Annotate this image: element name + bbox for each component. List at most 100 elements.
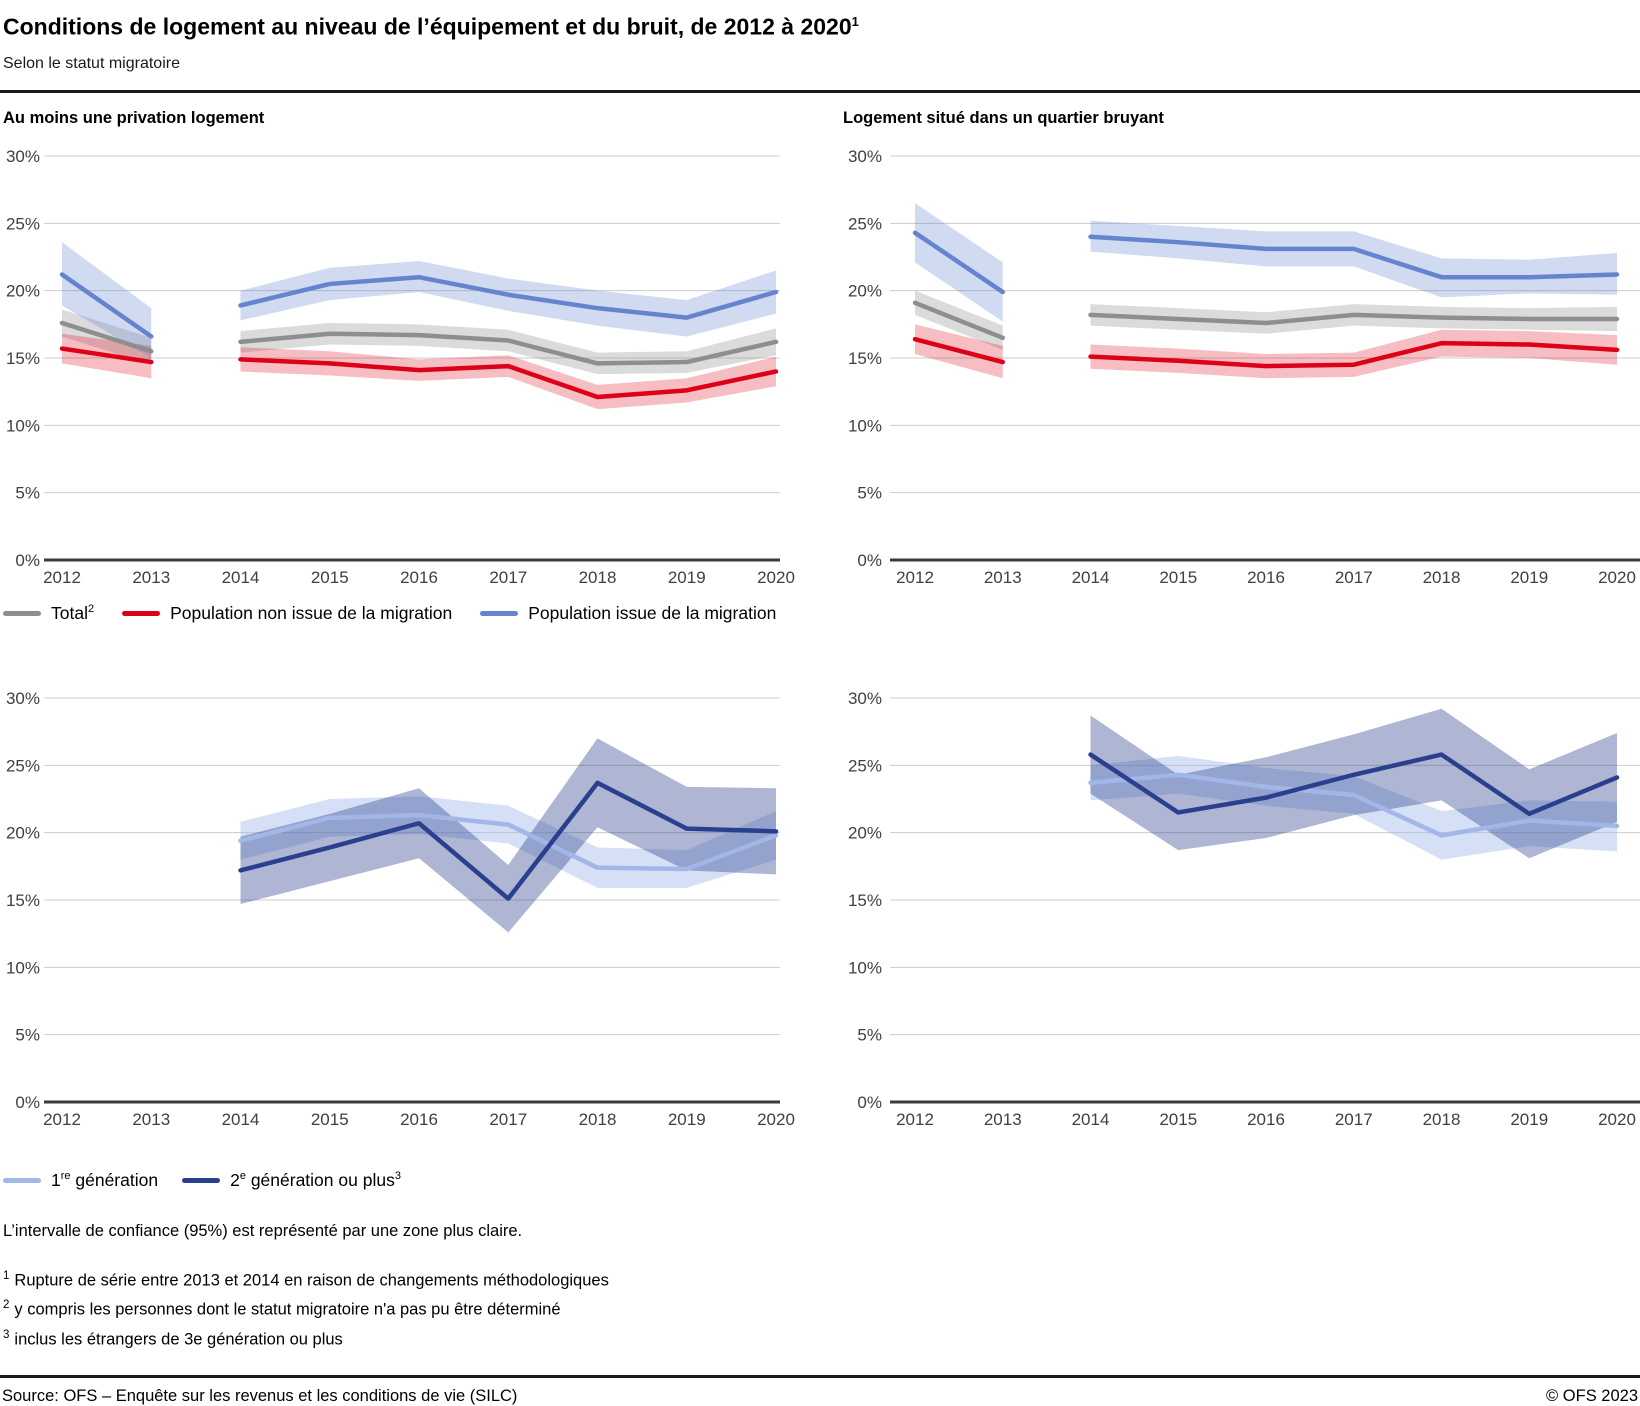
header-divider: [0, 89, 1640, 93]
ci-band-non_migration: [1090, 329, 1617, 378]
x-tick-label: 2017: [489, 568, 527, 587]
x-tick-label: 2019: [668, 568, 706, 587]
ci-band-migration: [62, 241, 152, 358]
legend-total-footnote-marker: 2: [87, 603, 95, 616]
y-tick-label: 30%: [6, 147, 40, 166]
series-line-gen1: [238, 812, 779, 871]
y-tick-label: 30%: [848, 689, 882, 708]
y-tick-label: 10%: [848, 958, 882, 977]
footnotes: 1 Rupture de série entre 2013 et 2014 en …: [3, 1266, 1640, 1350]
y-tick-label: 10%: [6, 958, 40, 977]
series-line-migration: [912, 230, 1005, 294]
total-line-swatch: [3, 611, 41, 617]
x-tick-label: 2014: [222, 568, 260, 587]
y-tick-label: 0%: [857, 551, 882, 570]
footnote-3-marker: 3: [3, 1328, 10, 1341]
legend-label-total: Total2: [51, 603, 94, 624]
series-line-non_migration: [1088, 340, 1620, 368]
series-line-non_migration: [59, 345, 154, 364]
x-tick-label: 2019: [668, 1110, 706, 1129]
footer-divider: [0, 1375, 1640, 1379]
y-tick-label: 30%: [6, 689, 40, 708]
gen2-line-swatch: [182, 1178, 221, 1184]
legend-item-gen1: 1re génération: [3, 1170, 158, 1191]
x-tick-label: 2013: [984, 1110, 1022, 1129]
legend-item-non-migration: Population non issue de la migration: [122, 603, 452, 624]
non-migration-line-swatch: [122, 611, 161, 617]
y-tick-label: 30%: [848, 147, 882, 166]
x-tick-label: 2014: [1072, 1110, 1110, 1129]
x-tick-label: 2013: [984, 568, 1022, 587]
source-text: Source: OFS – Enquête sur les revenus et…: [2, 1387, 518, 1406]
x-tick-label: 2015: [1159, 1110, 1197, 1129]
legend-total-text: Total: [51, 603, 88, 624]
y-tick-label: 5%: [857, 1025, 882, 1044]
series-line-migration: [238, 274, 779, 320]
y-tick-label: 0%: [15, 1093, 40, 1112]
confidence-interval-note: L’intervalle de confiance (95%) est repr…: [3, 1221, 523, 1240]
legend-item-gen2: 2e génération ou plus3: [182, 1170, 401, 1191]
x-tick-label: 2018: [579, 568, 617, 587]
footnote-3-text: inclus les étrangers de 3e génération ou…: [14, 1330, 343, 1349]
x-tick-label: 2016: [1247, 568, 1285, 587]
x-tick-label: 2015: [1159, 568, 1197, 587]
series-line-non_migration: [238, 356, 779, 399]
footnote-2-text: y compris les personnes dont le statut m…: [14, 1300, 561, 1319]
x-tick-label: 2016: [400, 1110, 438, 1129]
series-line-total: [238, 331, 779, 366]
series-line-total: [59, 320, 154, 354]
charts-row-generation: 0% 5% 10% 15% 20% 25% 30% 2012 2013 2014 2015 2016 2…: [0, 685, 1640, 1135]
x-tick-label: 2012: [896, 568, 934, 587]
series-line-non_migration: [912, 336, 1005, 364]
x-tick-label: 2014: [1072, 568, 1110, 587]
x-tick-label: 2020: [1598, 1110, 1636, 1129]
footnote-1-text: Rupture de série entre 2013 et 2014 en r…: [14, 1271, 609, 1290]
series-line-gen1: [1088, 772, 1620, 838]
y-tick-label: 20%: [848, 281, 882, 300]
chart-privation-by-migration-status: 0% 5% 10% 15% 20% 25% 30% 2012 2013 2014 2015 2016 2…: [6, 147, 795, 587]
x-tick-label: 2012: [43, 1110, 81, 1129]
legend-generation: 1re génération 2e génération ou plus3: [3, 1168, 1640, 1194]
y-tick-label: 0%: [857, 1093, 882, 1112]
migration-line-swatch: [480, 611, 519, 617]
page-title: Conditions de logement au niveau de l’éq…: [3, 8, 1640, 41]
y-tick-label: 25%: [6, 756, 40, 775]
x-tick-label: 2015: [311, 568, 349, 587]
legend-gen2-footnote-marker: 3: [394, 1170, 401, 1183]
legend-label-non-migration: Population non issue de la migration: [170, 603, 453, 624]
y-tick-label: 20%: [6, 281, 40, 300]
x-tick-label: 2017: [1335, 568, 1373, 587]
chart-bruit-by-migration-status: 0% 5% 10% 15% 20% 25% 30% 2012 2013 2014 2015 2016 2…: [848, 147, 1640, 587]
x-tick-label: 2019: [1510, 1110, 1548, 1129]
y-tick-label: 20%: [6, 823, 40, 842]
y-tick-label: 5%: [857, 483, 882, 502]
x-tick-label: 2016: [400, 568, 438, 587]
legend-item-total: Total2: [3, 603, 94, 624]
gen1-line-swatch: [3, 1178, 41, 1184]
x-tick-label: 2012: [896, 1110, 934, 1129]
panel-titles-row: Au moins une privation logement Logement…: [0, 108, 1640, 128]
footnote-2-marker: 2: [3, 1299, 10, 1312]
ci-band-gen2: [1090, 708, 1617, 858]
charts-row-migration: 0% 5% 10% 15% 20% 25% 30% 2012 2013 2014 2015 2016 2…: [0, 143, 1640, 593]
y-tick-label: 15%: [6, 349, 40, 368]
copyright-text: © OFS 2023: [1546, 1387, 1638, 1406]
x-tick-label: 2019: [1510, 568, 1548, 587]
x-tick-label: 2018: [1423, 1110, 1461, 1129]
chart-privation-by-generation: 0% 5% 10% 15% 20% 25% 30% 2012 2013 2014 2015 2016 2…: [6, 689, 795, 1129]
series-line-gen2: [238, 780, 779, 901]
title-footnote-marker: 1: [851, 14, 859, 29]
series-line-gen2: [1088, 751, 1620, 816]
footnote-3: 3 inclus les étrangers de 3e génération o…: [3, 1325, 1640, 1350]
x-tick-label: 2020: [1598, 568, 1636, 587]
series-line-total: [912, 300, 1005, 340]
y-tick-label: 25%: [6, 214, 40, 233]
y-tick-label: 10%: [6, 416, 40, 435]
panel-title-bruit: Logement situé dans un quartier bruyant: [843, 108, 1164, 127]
legend-label-gen1: 1re génération: [51, 1170, 159, 1191]
y-tick-label: 5%: [15, 1025, 40, 1044]
ci-band-gen1: [240, 795, 776, 888]
x-tick-label: 2013: [132, 1110, 170, 1129]
y-tick-label: 15%: [848, 891, 882, 910]
x-tick-label: 2014: [222, 1110, 260, 1129]
